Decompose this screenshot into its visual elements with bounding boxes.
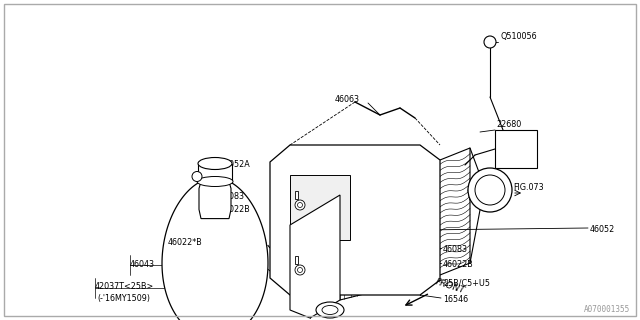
Circle shape: [468, 168, 512, 212]
Text: (-'16MY1509): (-'16MY1509): [97, 294, 150, 303]
Ellipse shape: [197, 177, 233, 187]
Text: Q510056: Q510056: [500, 32, 536, 41]
Circle shape: [295, 200, 305, 210]
Text: 42037T<25B>: 42037T<25B>: [95, 282, 154, 291]
Text: 16546: 16546: [443, 295, 468, 304]
Ellipse shape: [316, 302, 344, 318]
Bar: [198, 164, 232, 181]
Text: 46043: 46043: [130, 260, 155, 269]
Text: FRONT: FRONT: [434, 277, 466, 295]
Polygon shape: [340, 175, 420, 300]
Text: 46063: 46063: [335, 95, 360, 104]
Text: 46022*B: 46022*B: [168, 238, 203, 247]
Circle shape: [298, 203, 303, 207]
Ellipse shape: [198, 157, 232, 170]
Text: 46022B: 46022B: [443, 260, 474, 269]
Polygon shape: [420, 148, 470, 283]
Text: 22680: 22680: [496, 120, 521, 129]
Text: 46083: 46083: [443, 245, 468, 254]
Text: 46052: 46052: [590, 225, 615, 234]
Circle shape: [298, 268, 303, 273]
Polygon shape: [290, 175, 350, 240]
Ellipse shape: [322, 306, 338, 315]
Polygon shape: [290, 195, 340, 318]
Bar: [495, 130, 537, 168]
Polygon shape: [162, 178, 268, 320]
Circle shape: [475, 175, 505, 205]
Text: 25B/C5+U5: 25B/C5+U5: [443, 278, 490, 287]
Bar: [295, 191, 298, 199]
Text: FIG.073: FIG.073: [513, 183, 543, 192]
Text: A070001355: A070001355: [584, 305, 630, 314]
Bar: [295, 256, 298, 264]
Circle shape: [192, 172, 202, 181]
Polygon shape: [270, 145, 440, 295]
Text: 46022B: 46022B: [220, 205, 251, 214]
Text: 46083: 46083: [220, 192, 245, 201]
Circle shape: [484, 36, 496, 48]
Polygon shape: [199, 181, 231, 219]
Text: 46052A: 46052A: [220, 160, 251, 169]
Circle shape: [295, 265, 305, 275]
